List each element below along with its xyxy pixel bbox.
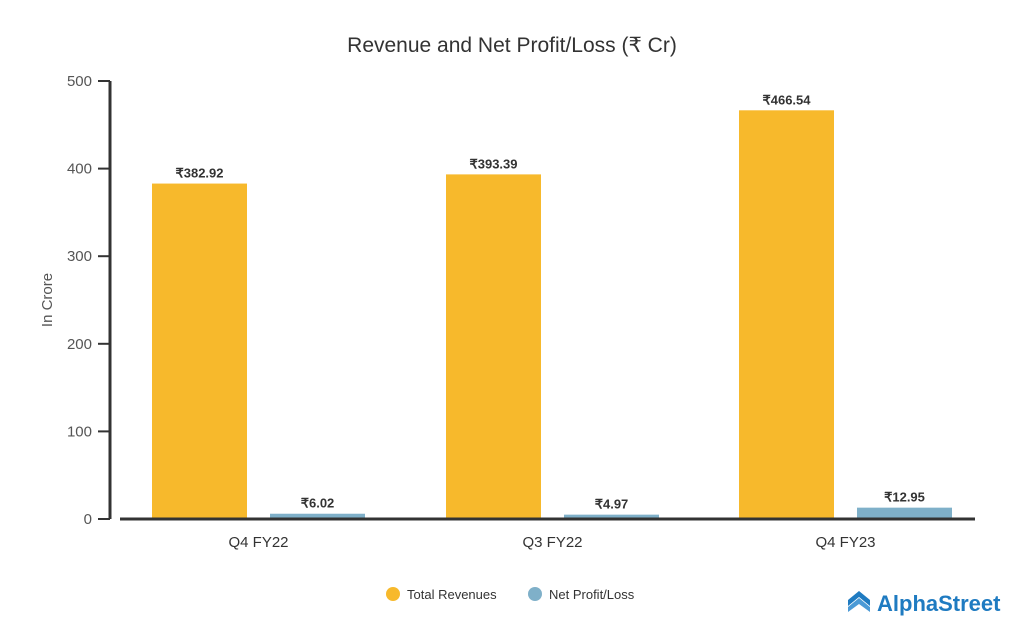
bar-net-profit xyxy=(564,514,659,519)
legend-label: Net Profit/Loss xyxy=(549,587,635,602)
bar-revenue xyxy=(152,183,247,519)
y-tick-label: 500 xyxy=(67,73,92,90)
bar-revenue xyxy=(446,174,541,519)
bars: ₹382.92 ₹6.02 Q4 FY22 ₹393.39 ₹4.97 Q3 FY22 ₹4… xyxy=(152,92,952,551)
y-tick-label: 0 xyxy=(84,511,92,528)
data-label: ₹393.39 xyxy=(469,156,517,171)
alphastreet-logo: AlphaStreet xyxy=(848,591,1001,616)
data-label: ₹12.95 xyxy=(884,490,925,505)
legend-swatch xyxy=(386,587,400,601)
x-tick-label: Q4 FY22 xyxy=(228,534,288,551)
logo-text: AlphaStreet xyxy=(877,591,1001,616)
bar-revenue xyxy=(739,110,834,519)
legend-swatch xyxy=(528,587,542,601)
chart-title: Revenue and Net Profit/Loss (₹ Cr) xyxy=(347,34,677,57)
data-label: ₹466.54 xyxy=(762,92,811,107)
bar-net-profit xyxy=(857,507,952,519)
y-tick-label: 200 xyxy=(67,336,92,353)
x-tick-label: Q4 FY23 xyxy=(815,534,875,551)
data-label: ₹6.02 xyxy=(301,496,335,511)
bar-net-profit xyxy=(270,513,365,519)
x-tick-label: Q3 FY22 xyxy=(522,534,582,551)
y-axis: 0 100 200 300 400 500 xyxy=(67,73,112,528)
y-axis-label: In Crore xyxy=(39,273,56,327)
data-label: ₹4.97 xyxy=(595,497,629,512)
legend: Total Revenues Net Profit/Loss xyxy=(386,587,635,602)
y-tick-label: 400 xyxy=(67,161,92,178)
y-tick-label: 300 xyxy=(67,248,92,265)
data-label: ₹382.92 xyxy=(175,166,223,181)
legend-label: Total Revenues xyxy=(407,587,497,602)
y-tick-label: 100 xyxy=(67,423,92,440)
